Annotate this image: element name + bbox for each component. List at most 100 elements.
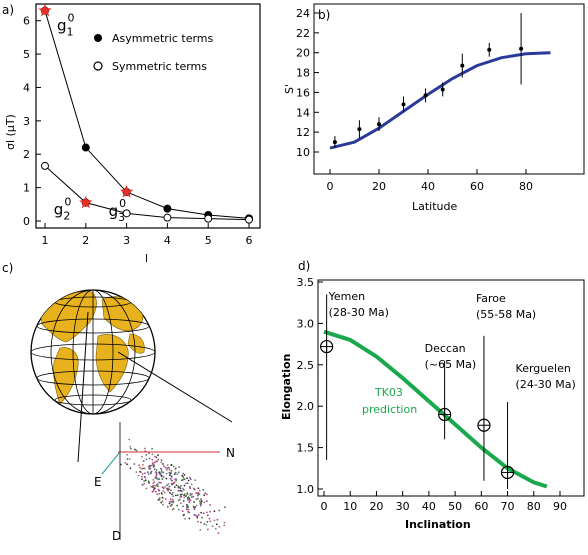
ylabel-a: σl (μT) <box>4 114 17 150</box>
direction-point <box>176 473 179 475</box>
direction-point <box>167 487 169 490</box>
direction-point <box>126 463 129 466</box>
y-tick-label-a: 2 <box>23 148 30 161</box>
direction-point <box>143 467 146 470</box>
star-marker-g20 <box>79 195 93 209</box>
y-tick-label-d: 1.5 <box>297 442 315 455</box>
direction-point <box>152 479 155 481</box>
x-tick-label-d: 10 <box>343 500 357 513</box>
x-tick-label-b: 20 <box>372 180 386 193</box>
direction-point <box>152 482 155 485</box>
down-label: D <box>112 529 121 543</box>
data-point-b <box>332 140 337 145</box>
direction-point <box>203 523 206 525</box>
direction-point <box>176 494 179 497</box>
star-marker-g10 <box>38 3 52 17</box>
direction-point <box>182 500 185 502</box>
direction-point <box>182 505 184 508</box>
point-asymmetric <box>163 204 172 213</box>
site-line-right <box>117 351 233 423</box>
direction-point <box>182 478 185 481</box>
direction-point <box>155 456 158 459</box>
direction-point <box>168 471 171 474</box>
direction-point <box>179 502 182 505</box>
direction-point <box>128 438 131 441</box>
site-label-age: (55-58 Ma) <box>476 308 536 321</box>
direction-point <box>166 464 169 466</box>
direction-point <box>183 474 186 476</box>
direction-point <box>211 525 214 527</box>
direction-point <box>151 458 154 461</box>
plot-frame-a <box>35 3 261 229</box>
direction-point <box>161 500 164 503</box>
direction-point <box>174 467 177 470</box>
site-label-name: Faroe <box>476 292 506 305</box>
x-tick-label-d: 70 <box>501 500 515 513</box>
direction-point <box>133 463 136 465</box>
direction-point <box>175 480 177 482</box>
direction-point <box>158 497 161 499</box>
ylabel-d: Elongation <box>280 354 293 420</box>
direction-point <box>160 492 163 494</box>
direction-point <box>142 467 145 470</box>
direction-point <box>162 503 165 506</box>
direction-point <box>166 505 169 508</box>
direction-point <box>186 506 188 509</box>
direction-point <box>189 499 192 502</box>
direction-point <box>182 472 185 475</box>
panel-label-a: a) <box>2 3 14 17</box>
x-tick-label-d: 60 <box>474 500 488 513</box>
direction-point <box>175 478 178 481</box>
direction-point <box>206 520 209 523</box>
direction-point <box>160 467 162 470</box>
direction-point <box>160 469 163 471</box>
direction-point <box>161 478 164 480</box>
direction-point <box>165 472 168 475</box>
direction-point <box>215 523 218 526</box>
direction-point <box>161 496 164 499</box>
direction-point <box>218 509 221 512</box>
y-tick-label-a: 1 <box>23 182 30 195</box>
direction-point <box>134 448 136 451</box>
direction-point <box>199 503 202 506</box>
x-tick-label-d: 90 <box>553 500 567 513</box>
direction-point <box>163 465 165 468</box>
direction-point <box>147 471 149 474</box>
direction-point <box>191 493 193 495</box>
direction-point <box>187 508 190 511</box>
data-point-b <box>519 46 524 51</box>
y-tick-label-b: 20 <box>296 47 310 60</box>
point-symmetric <box>122 209 131 218</box>
direction-point <box>197 487 200 490</box>
y-tick-label-a: 4 <box>23 81 30 94</box>
direction-point <box>143 480 146 482</box>
x-tick-label-a: 3 <box>123 234 130 247</box>
direction-point <box>192 505 195 508</box>
direction-point <box>153 488 156 491</box>
direction-point <box>170 504 173 506</box>
continent-africa <box>95 334 129 393</box>
direction-point <box>141 483 144 486</box>
direction-point <box>182 514 185 517</box>
direction-point <box>186 508 188 511</box>
direction-point <box>164 486 166 488</box>
direction-point <box>170 470 173 472</box>
y-tick-label-d: 1.0 <box>297 483 315 496</box>
direction-point <box>168 485 171 488</box>
legend-marker-asymmetric <box>94 34 102 42</box>
direction-point <box>213 519 216 522</box>
coefficient-label-g30: g30 <box>109 197 127 224</box>
direction-point <box>186 477 188 480</box>
direction-point <box>177 471 180 474</box>
direction-point <box>145 454 148 456</box>
direction-point <box>164 498 167 500</box>
direction-point <box>193 514 196 516</box>
direction-point <box>224 506 226 508</box>
x-tick-label-b: 80 <box>519 180 533 193</box>
direction-point <box>209 504 211 506</box>
direction-point <box>193 488 196 491</box>
direction-point <box>178 466 180 468</box>
east-label: E <box>94 475 102 489</box>
direction-point <box>206 511 208 514</box>
